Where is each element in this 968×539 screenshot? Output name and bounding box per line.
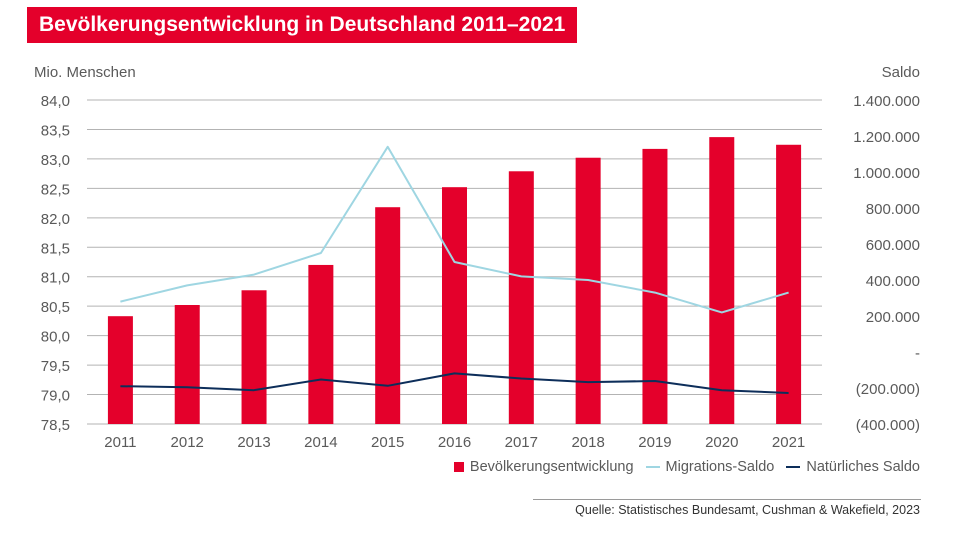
left-tick-label: 80,5 [41,299,70,316]
left-tick-label: 81,5 [41,240,70,257]
bar-population [174,305,200,424]
legend-swatch-population [453,462,464,472]
legend-swatch-natural [786,466,801,468]
bar-population [107,316,133,424]
right-tick-label: (400.000) [856,417,920,434]
bar-population [375,207,401,424]
x-tick-label: 2019 [638,434,671,451]
source-note: Quelle: Statistisches Bundesamt, Cushman… [575,503,920,517]
right-tick-label: 200.000 [866,309,920,326]
x-tick-label: 2012 [171,434,204,451]
bar-population [508,171,534,424]
left-tick-label: 79,0 [41,388,70,405]
left-tick-label: 80,0 [41,329,70,346]
left-tick-label: 82,5 [41,181,70,198]
legend-item-migration: Migrations-Saldo [645,459,775,475]
bar-population [241,290,267,424]
left-tick-label: 82,0 [41,211,70,228]
chart-title: Bevölkerungsentwicklung in Deutschland 2… [27,7,578,43]
x-tick-label: 2018 [571,434,604,451]
bar-population [642,148,668,425]
right-tick-label: - [915,345,920,362]
legend-label-population: Bevölkerungsentwicklung [469,459,634,475]
bar-population [776,144,802,424]
x-tick-label: 2011 [104,434,136,451]
right-tick-label: 1.000.000 [853,165,920,182]
left-tick-label: 84,0 [41,93,70,110]
left-tick-label: 81,0 [41,270,70,287]
x-tick-label: 2021 [772,434,805,451]
bar-population [575,157,601,425]
right-tick-label: (200.000) [856,381,920,398]
left-axis-label: Mio. Menschen [34,64,136,81]
bar-population [308,264,334,424]
x-tick-label: 2017 [505,434,538,451]
x-tick-label: 2020 [705,434,738,451]
x-tick-label: 2014 [304,434,337,451]
population-chart: 78,5 79,0 79,5 80,0 80,5 81,0 81,5 82,0 82,5 83,0… [41,93,920,451]
x-tick-label: 2013 [237,434,270,451]
legend-swatch-migration [645,466,660,468]
left-tick-label: 83,5 [41,122,70,139]
left-tick-label: 78,5 [41,417,70,434]
legend-item-population: Bevölkerungsentwicklung [453,459,634,475]
right-axis-label: Saldo [881,64,920,81]
right-tick-label: 600.000 [866,237,920,254]
legend: Bevölkerungsentwicklung Migrations-Saldo… [442,459,920,475]
bar-population [442,187,467,424]
left-tick-label: 79,5 [41,358,70,375]
right-tick-label: 1.400.000 [853,93,920,110]
x-tick-label: 2016 [438,434,471,451]
right-tick-label: 1.200.000 [853,129,920,146]
right-tick-label: 800.000 [866,201,920,218]
bar-population [709,137,735,424]
legend-item-natural: Natürliches Saldo [786,459,920,475]
left-tick-label: 83,0 [41,152,70,169]
legend-label-natural: Natürliches Saldo [806,459,920,475]
source-divider [533,499,921,500]
legend-label-migration: Migrations-Saldo [665,459,775,475]
right-tick-label: 400.000 [866,273,920,290]
x-tick-label: 2015 [371,434,404,451]
